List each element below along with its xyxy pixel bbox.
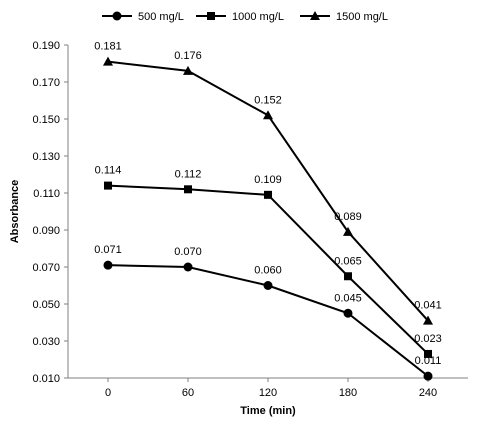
legend-label: 1500 mg/L: [336, 11, 388, 23]
data-label: 0.045: [334, 292, 362, 304]
y-tick-label: 0.110: [33, 188, 60, 200]
y-tick-label: 0.010: [32, 373, 60, 385]
legend-marker-square: [207, 12, 215, 20]
data-label: 0.041: [414, 300, 442, 312]
data-label: 0.011: [415, 355, 442, 367]
y-tick-label: 0.090: [32, 225, 60, 237]
data-label: 0.114: [95, 165, 122, 177]
data-point-circle: [263, 281, 273, 290]
x-axis-ticks: 0 60 120 180 240: [105, 378, 437, 399]
data-point-square: [184, 185, 192, 194]
data-label: 0.112: [175, 168, 202, 180]
data-label: 0.109: [254, 174, 282, 186]
data-label: 0.089: [334, 211, 362, 223]
y-tick-label: 0.190: [32, 40, 60, 52]
series-lines: [107, 60, 429, 377]
data-label: 0.071: [94, 244, 122, 256]
data-label: 0.065: [334, 255, 362, 267]
y-tick-label: 0.170: [32, 77, 60, 89]
y-axis-title: Absorbance: [9, 180, 21, 244]
data-point-triangle: [183, 65, 193, 75]
data-label: 0.181: [94, 41, 122, 53]
x-tick-label: 180: [339, 387, 357, 399]
x-tick-label: 60: [182, 387, 194, 399]
data-point-circle: [183, 262, 193, 272]
data-point-circle: [343, 308, 353, 318]
y-tick-label: 0.050: [32, 299, 60, 311]
data-label: 0.070: [174, 246, 202, 258]
x-tick-label: 0: [105, 387, 111, 399]
legend-label: 500 mg/L: [138, 11, 184, 23]
data-point-triangle: [103, 56, 113, 66]
legend-marker-circle: [112, 11, 122, 21]
series-markers: [103, 56, 433, 381]
data-point-triangle: [423, 315, 433, 325]
data-point-square: [344, 272, 352, 281]
data-labels: 0.071 0.070 0.060 0.045 0.011 0.114 0.112 0.109…: [94, 41, 442, 367]
data-point-circle: [423, 371, 433, 381]
y-tick-label: 0.070: [32, 262, 60, 274]
y-tick-label: 0.130: [32, 151, 60, 163]
legend: 500 mg/L 1000 mg/L 1500 mg/L: [102, 11, 388, 23]
data-point-triangle: [343, 226, 353, 236]
data-label: 0.023: [414, 333, 442, 345]
data-label: 0.176: [174, 50, 202, 62]
data-point-circle: [103, 260, 113, 270]
x-tick-label: 240: [419, 387, 437, 399]
y-tick-label: 0.030: [32, 336, 60, 348]
data-point-square: [264, 190, 272, 199]
y-axis-ticks: 0.010 0.030 0.050 0.070 0.090 0.110 0.130 0.150…: [32, 40, 68, 385]
data-point-triangle: [263, 110, 273, 120]
y-tick-label: 0.150: [32, 114, 60, 126]
legend-label: 1000 mg/L: [232, 11, 284, 23]
legend-marker-triangle: [310, 11, 320, 20]
data-point-square: [104, 181, 112, 190]
x-axis-title: Time (min): [240, 405, 296, 417]
data-label: 0.060: [254, 265, 282, 277]
data-label: 0.152: [254, 94, 282, 106]
x-tick-label: 120: [259, 387, 277, 399]
data-point-square: [424, 349, 432, 358]
